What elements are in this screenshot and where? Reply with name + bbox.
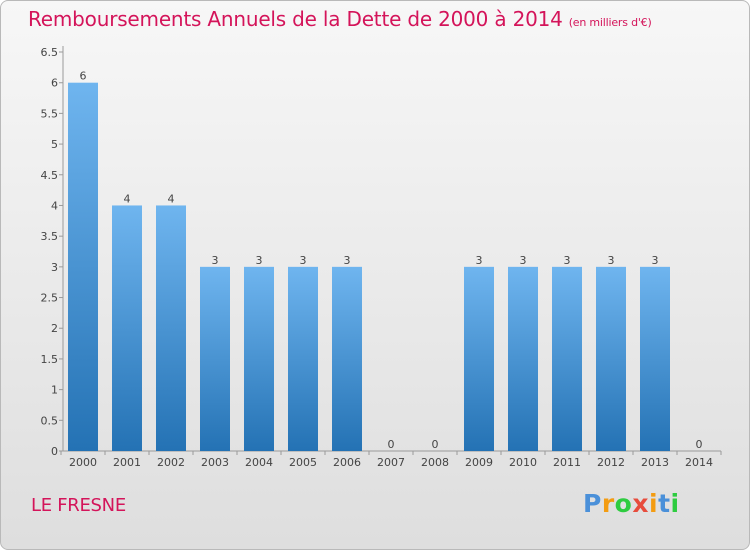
bar-2004 bbox=[244, 266, 274, 451]
data-label-2010: 3 bbox=[520, 254, 527, 267]
x-tick-label: 2010 bbox=[509, 456, 537, 469]
y-tick-label: 5 bbox=[51, 138, 58, 151]
data-label-2001: 4 bbox=[124, 192, 131, 205]
bar-2002 bbox=[156, 205, 186, 451]
y-tick-label: 1 bbox=[51, 384, 58, 397]
x-tick-label: 2009 bbox=[465, 456, 493, 469]
bar-2010 bbox=[508, 266, 538, 451]
y-tick-label: 3.5 bbox=[41, 230, 59, 243]
y-tick-label: 0 bbox=[51, 445, 58, 458]
brand-letter: P bbox=[583, 489, 602, 518]
x-tick-label: 2004 bbox=[245, 456, 273, 469]
chart-unit: (en milliers d'€) bbox=[568, 16, 652, 29]
x-tick-label: 2012 bbox=[597, 456, 625, 469]
bar-2011 bbox=[552, 266, 582, 451]
x-tick-label: 2000 bbox=[69, 456, 97, 469]
brand-letter: x bbox=[632, 489, 649, 518]
chart-title: Remboursements Annuels de la Dette de 20… bbox=[28, 7, 652, 31]
data-label-2002: 4 bbox=[168, 192, 175, 205]
y-tick-label: 1.5 bbox=[41, 353, 59, 366]
commune-name: LE FRESNE bbox=[31, 495, 126, 516]
bar-2013 bbox=[640, 266, 670, 451]
x-tick-label: 2008 bbox=[421, 456, 449, 469]
y-tick-label: 6.5 bbox=[41, 46, 59, 59]
data-label-2013: 3 bbox=[652, 254, 659, 267]
data-label-2008: 0 bbox=[432, 438, 439, 451]
y-tick-label: 2 bbox=[51, 322, 58, 335]
x-tick-label: 2013 bbox=[641, 456, 669, 469]
bar-2001 bbox=[112, 205, 142, 451]
y-tick-label: 5.5 bbox=[41, 107, 59, 120]
brand-letter: o bbox=[614, 489, 633, 518]
data-label-2006: 3 bbox=[344, 254, 351, 267]
data-label-2005: 3 bbox=[300, 254, 307, 267]
bar-2006 bbox=[332, 266, 362, 451]
x-tick-label: 2002 bbox=[157, 456, 185, 469]
data-label-2007: 0 bbox=[388, 438, 395, 451]
y-tick-label: 3 bbox=[51, 261, 58, 274]
y-tick-label: 4.5 bbox=[41, 169, 59, 182]
bar-2012 bbox=[596, 266, 626, 451]
brand-letter: i bbox=[649, 489, 659, 518]
chart-title-text: Remboursements Annuels de la Dette de 20… bbox=[28, 7, 563, 31]
x-tick-label: 2005 bbox=[289, 456, 317, 469]
y-tick-label: 4 bbox=[51, 199, 58, 212]
proxiti-logo: Proxiti bbox=[583, 489, 680, 518]
x-tick-label: 2014 bbox=[685, 456, 713, 469]
data-label-2014: 0 bbox=[696, 438, 703, 451]
x-tick-label: 2011 bbox=[553, 456, 581, 469]
data-label-2009: 3 bbox=[476, 254, 483, 267]
bar-2009 bbox=[464, 266, 494, 451]
bar-2005 bbox=[288, 266, 318, 451]
data-label-2000: 6 bbox=[80, 70, 87, 83]
y-tick-label: 2.5 bbox=[41, 292, 59, 305]
bar-2000 bbox=[68, 82, 98, 451]
brand-letter: i bbox=[670, 489, 680, 518]
y-tick-label: 0.5 bbox=[41, 414, 59, 427]
brand-letter: t bbox=[658, 489, 671, 518]
data-label-2004: 3 bbox=[256, 254, 263, 267]
x-tick-label: 2003 bbox=[201, 456, 229, 469]
x-tick-label: 2006 bbox=[333, 456, 361, 469]
data-label-2011: 3 bbox=[564, 254, 571, 267]
brand-letter: r bbox=[601, 489, 615, 518]
x-tick-label: 2007 bbox=[377, 456, 405, 469]
y-tick-label: 6 bbox=[51, 77, 58, 90]
data-label-2012: 3 bbox=[608, 254, 615, 267]
bar-2003 bbox=[200, 266, 230, 451]
x-tick-label: 2001 bbox=[113, 456, 141, 469]
data-label-2003: 3 bbox=[212, 254, 219, 267]
